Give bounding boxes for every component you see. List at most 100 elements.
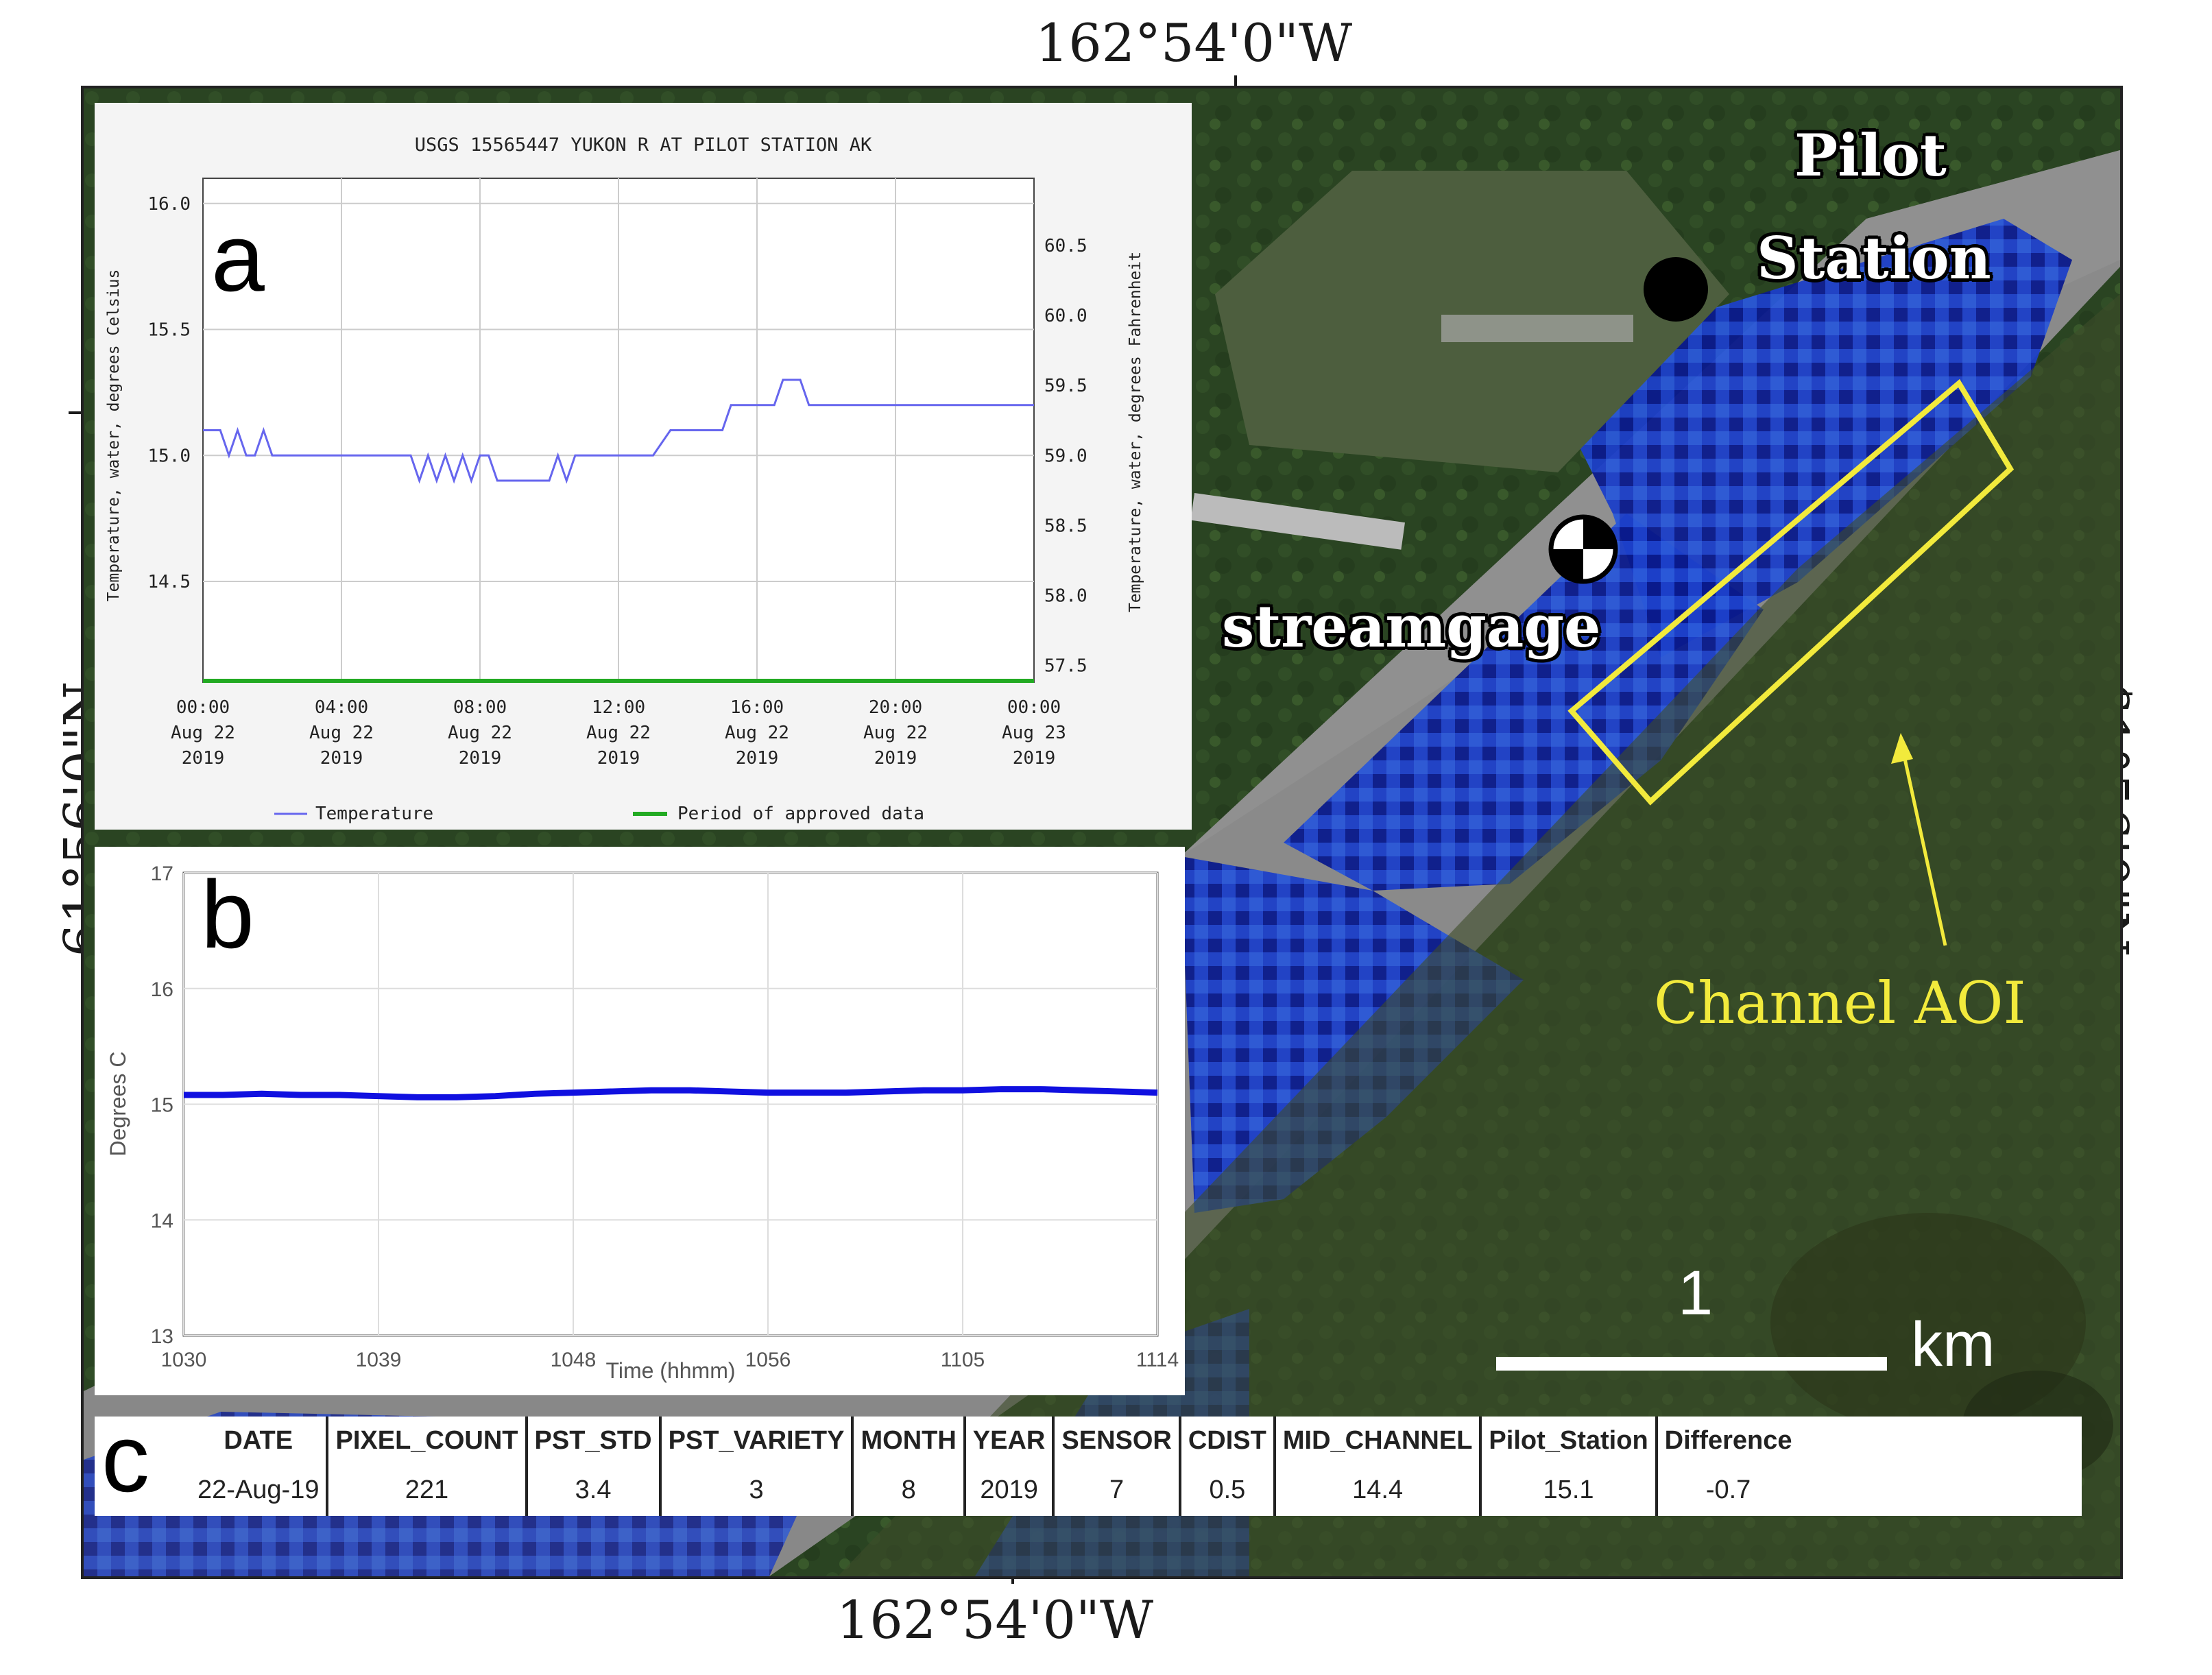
chart-a-xtick: 2019 [320, 748, 363, 769]
table-header-cell: PIXEL_COUNT [326, 1417, 527, 1465]
water-pixels-lower [1181, 856, 1524, 1213]
chart-a-temperature-line [203, 378, 1034, 484]
chart-a-xtick: Aug 22 [863, 723, 928, 743]
table-value-cell: -0.7 [1655, 1465, 1799, 1516]
chart-b-ylabel: Degrees C [106, 1052, 130, 1157]
legend-temperature-label: Temperature [315, 804, 433, 824]
chart-a-xtick: Aug 22 [448, 723, 512, 743]
chart-a-xtick: Aug 22 [309, 723, 374, 743]
chart-a-xtick: 08:00 [453, 697, 507, 718]
chart-a-xtick: 2019 [874, 748, 917, 769]
table-value-cell: 15.1 [1479, 1465, 1657, 1516]
panel-letter-c: c [101, 1404, 149, 1512]
table-header-cell: MID_CHANNEL [1273, 1417, 1481, 1465]
chart-a-xtick: 2019 [1013, 748, 1056, 769]
table-header-cell: CDIST [1178, 1417, 1275, 1465]
chart-a-xtick: 2019 [736, 748, 779, 769]
chart-b-xtick: 1048 [551, 1349, 597, 1371]
water-pixels-middle [1284, 514, 1764, 891]
chart-a-svg: USGS 15565447 YUKON R AT PILOT STATION A… [105, 134, 1144, 824]
table-header-cell: Difference [1655, 1417, 1799, 1465]
chart-a-xtick: 00:00 [176, 697, 230, 718]
chart-b-xtick: 1039 [356, 1349, 402, 1371]
chart-a-y2tick: 58.0 [1044, 586, 1087, 606]
legend-approved-label: Period of approved data [677, 804, 924, 824]
table-value-cell: 3 [658, 1465, 853, 1516]
chart-a-y2tick: 60.0 [1044, 306, 1087, 326]
table-header-cell: DATE [224, 1425, 293, 1455]
chart-a-xtick: Aug 22 [171, 723, 235, 743]
table-header-cell: YEAR [963, 1417, 1054, 1465]
chart-a-ytick: 15.0 [147, 446, 191, 466]
chart-a-title: USGS 15565447 YUKON R AT PILOT STATION A… [415, 134, 872, 156]
longitude-label-top: 162°54'0"W [1035, 12, 1353, 73]
map-label-streamgage: streamgage [1222, 592, 1601, 660]
chart-b-ytick: 14 [151, 1209, 173, 1232]
table-value-cell: 8 [851, 1465, 965, 1516]
chart-b-xtick: 1056 [745, 1349, 791, 1371]
map-label-pilot: Pilot [1794, 121, 1947, 189]
panel-c-attribute-table: c DATE PIXEL_COUNT PST_STD PST_VARIETY MONTH… [95, 1404, 2082, 1516]
table-header-cell: PST_STD [525, 1417, 660, 1465]
scale-bar [1496, 1357, 1887, 1371]
channel-aoi-rectangle [1567, 378, 2015, 806]
map-label-station: Station [1757, 224, 1991, 292]
table-value-cell: 7 [1052, 1465, 1180, 1516]
chart-a-xtick: 2019 [597, 748, 640, 769]
chart-b-xlabel: Time (hhmm) [605, 1358, 735, 1383]
chart-b-ytick: 17 [151, 863, 173, 885]
chart-a-y2tick: 57.5 [1044, 656, 1087, 677]
table-value-cell: 14.4 [1273, 1465, 1481, 1516]
scale-label-unit: km [1911, 1310, 1995, 1379]
table-value-cell: 221 [326, 1465, 527, 1516]
chart-a-y2tick: 60.5 [1044, 236, 1087, 256]
chart-b-xtick: 1030 [161, 1349, 207, 1371]
chart-b-xtick: 1105 [941, 1349, 985, 1371]
chart-b-ytick: 15 [151, 1094, 173, 1117]
chart-b-temperature-line [184, 1086, 1158, 1100]
chart-a-ylabel-left: Temperature, water, degrees Celsius [105, 269, 123, 602]
table-value-cell: 2019 [963, 1465, 1054, 1516]
chart-a-xtick: 2019 [459, 748, 502, 769]
longitude-label-bottom: 162°54'0"W [837, 1589, 1154, 1650]
chart-a-xtick: Aug 22 [725, 723, 789, 743]
chart-a-xtick: 00:00 [1007, 697, 1061, 718]
pilot-station-marker [1644, 257, 1708, 322]
map-label-channel-aoi: Channel AOI [1654, 969, 2026, 1037]
panel-a-usgs-chart: USGS 15565447 YUKON R AT PILOT STATION A… [95, 103, 1192, 830]
chart-a-xtick: 20:00 [869, 697, 922, 718]
tick-top [1234, 75, 1237, 89]
panel-b-logger-chart: 17 16 15 14 13 1030 1039 1048 1056 1105 1114 Degr… [95, 847, 1185, 1395]
chart-b-xtick: 1114 [1136, 1349, 1179, 1371]
chart-a-xtick: 04:00 [315, 697, 368, 718]
table-header-cell: PST_VARIETY [658, 1417, 853, 1465]
chart-a-ytick: 15.5 [147, 320, 191, 341]
chart-a-y2tick: 59.0 [1044, 446, 1087, 466]
chart-a-y2tick: 58.5 [1044, 516, 1087, 536]
chart-a-xtick: 12:00 [592, 697, 645, 718]
tick-right [2119, 692, 2132, 695]
panel-letter-b: b [201, 860, 254, 968]
chart-a-xtick: 2019 [182, 748, 225, 769]
chart-a-ylabel-right: Temperature, water, degrees Fahrenheit [1127, 252, 1144, 612]
chart-b-svg: 17 16 15 14 13 1030 1039 1048 1056 1105 1114 Degr… [106, 863, 1179, 1383]
tick-left [69, 411, 82, 414]
table-header-cell: MONTH [851, 1417, 965, 1465]
attribute-table: DATE PIXEL_COUNT PST_STD PST_VARIETY MONTH YE… [191, 1417, 1799, 1516]
table-header-cell: Pilot_Station [1479, 1417, 1657, 1465]
chart-b-ytick: 16 [151, 978, 173, 1001]
chart-a-ytick: 14.5 [147, 572, 191, 592]
aoi-pointer-arrow [1899, 739, 1947, 946]
chart-a-ytick: 16.0 [147, 194, 191, 215]
table-value-cell: 0.5 [1178, 1465, 1275, 1516]
chart-a-y2tick: 59.5 [1044, 376, 1087, 396]
chart-a-xtick: Aug 23 [1002, 723, 1066, 743]
table-header-cell: SENSOR [1052, 1417, 1180, 1465]
streamgage-marker [1548, 514, 1618, 584]
scale-label-value: 1 [1678, 1258, 1714, 1328]
chart-b-ytick: 13 [151, 1325, 173, 1348]
chart-a-xtick: Aug 22 [586, 723, 651, 743]
table-value-cell: 3.4 [525, 1465, 660, 1516]
chart-a-xtick: 16:00 [730, 697, 784, 718]
table-value-cell: 22-Aug-19 [197, 1475, 320, 1504]
